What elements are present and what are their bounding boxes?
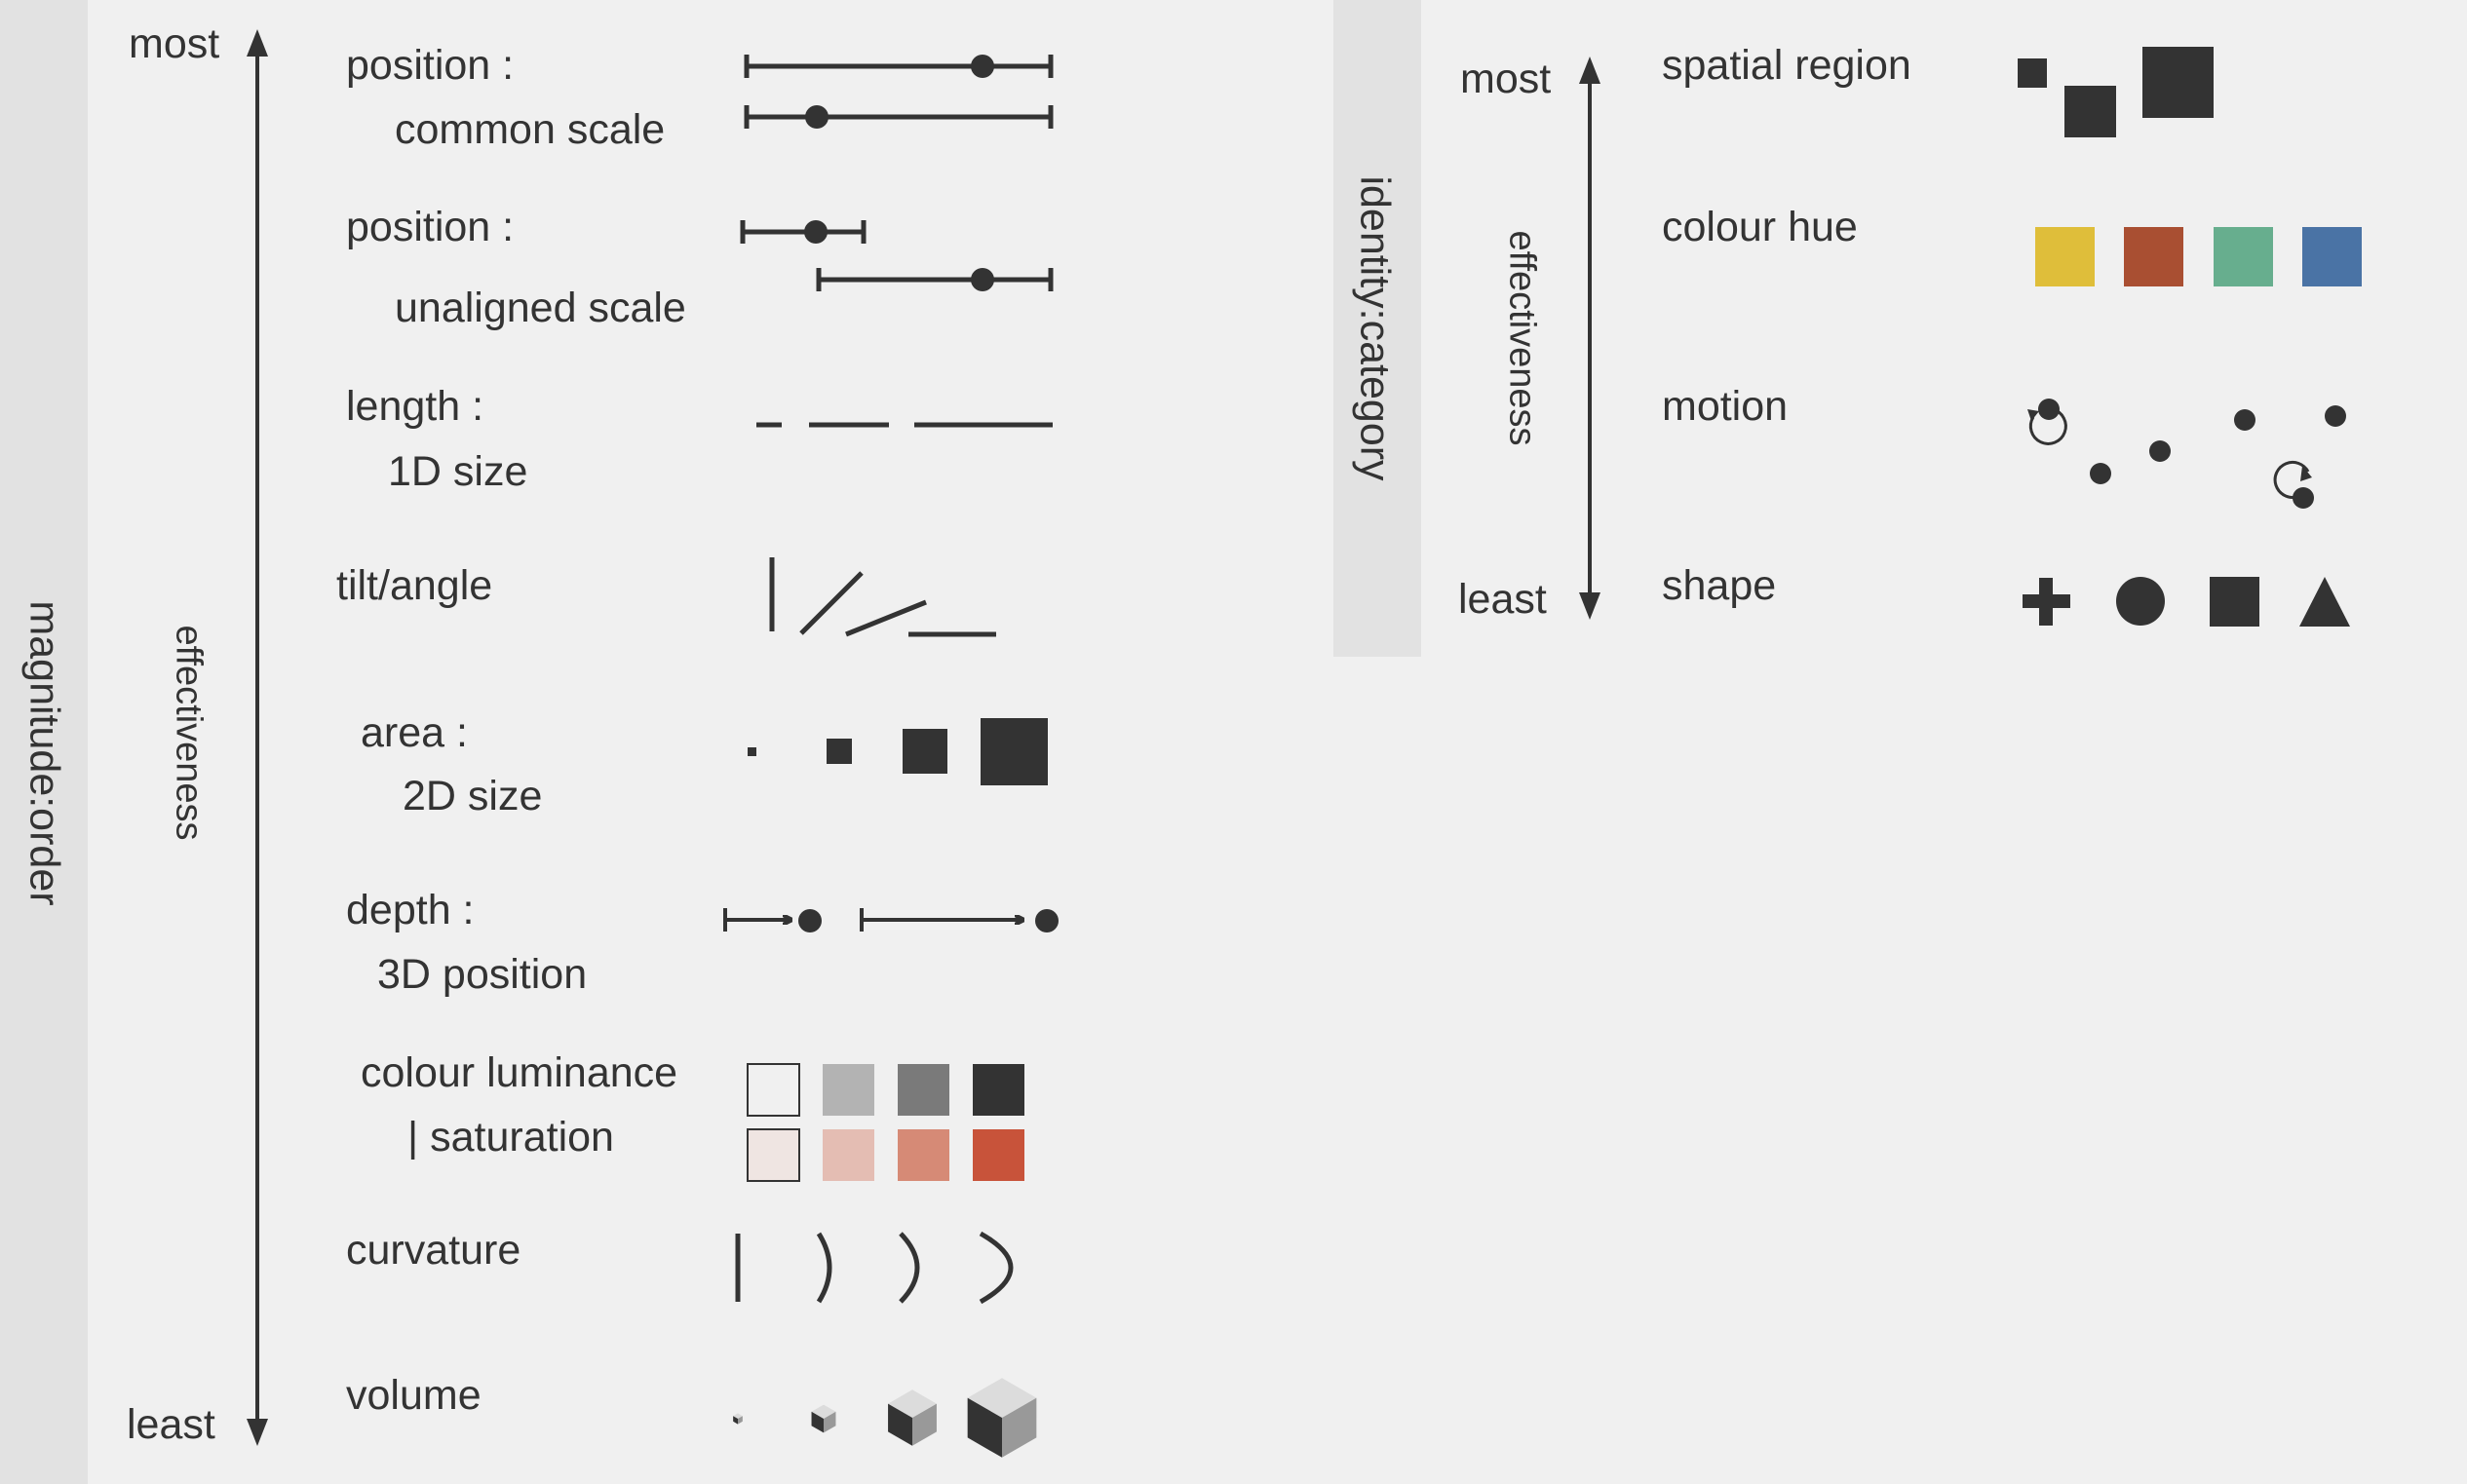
- channel-tilt-label: tilt/angle: [336, 562, 493, 609]
- magnitude-most-label: most: [129, 20, 220, 67]
- tilt-angle-icon: [769, 557, 996, 637]
- volume-icon: [733, 1378, 1037, 1458]
- channel-volume-label: volume: [346, 1372, 482, 1419]
- colour-luminance-saturation-icon: [747, 1063, 1024, 1182]
- channel-area-sublabel: 2D size: [403, 773, 543, 819]
- spatial-region-icon: [2018, 47, 2214, 137]
- channel-shape-label: shape: [1662, 562, 1777, 609]
- channel-position-unaligned-sublabel: unaligned scale: [395, 285, 686, 331]
- identity-band: [1333, 0, 1421, 657]
- magnitude-least-label: least: [127, 1401, 215, 1448]
- shape-icon: [2023, 577, 2350, 627]
- channel-area-label: area :: [361, 709, 468, 756]
- channel-colour-hue-label: colour hue: [1662, 204, 1858, 250]
- channel-position-common-label: position :: [346, 42, 515, 89]
- colour-hue-icon: [2035, 227, 2362, 286]
- channel-length-sublabel: 1D size: [388, 448, 528, 495]
- identity-effectiveness-axis: [1579, 57, 1600, 620]
- magnitude-effectiveness-axis: [247, 29, 268, 1446]
- channel-colour-saturation-sublabel: | saturation: [407, 1114, 614, 1161]
- channel-position-common-sublabel: common scale: [395, 106, 666, 153]
- depth-icon: [723, 908, 1059, 932]
- identity-least-label: least: [1458, 576, 1547, 623]
- motion-icon: [2027, 399, 2346, 509]
- position-unaligned-scale-icon: [740, 220, 1054, 291]
- channel-curvature-label: curvature: [346, 1227, 521, 1274]
- channel-motion-label: motion: [1662, 383, 1789, 430]
- area-icon: [748, 718, 1048, 785]
- curvature-icon: [735, 1231, 1014, 1305]
- channel-depth-label: depth :: [346, 887, 475, 933]
- channel-depth-sublabel: 3D position: [377, 951, 588, 998]
- magnitude-band: [0, 0, 88, 1484]
- position-common-scale-icon: [744, 55, 1054, 129]
- channel-length-label: length :: [346, 383, 484, 430]
- channel-position-unaligned-label: position :: [346, 204, 515, 250]
- identity-most-label: most: [1460, 56, 1552, 102]
- channel-colour-luminance-label: colour luminance: [361, 1049, 678, 1096]
- channel-spatial-region-label: spatial region: [1662, 42, 1911, 89]
